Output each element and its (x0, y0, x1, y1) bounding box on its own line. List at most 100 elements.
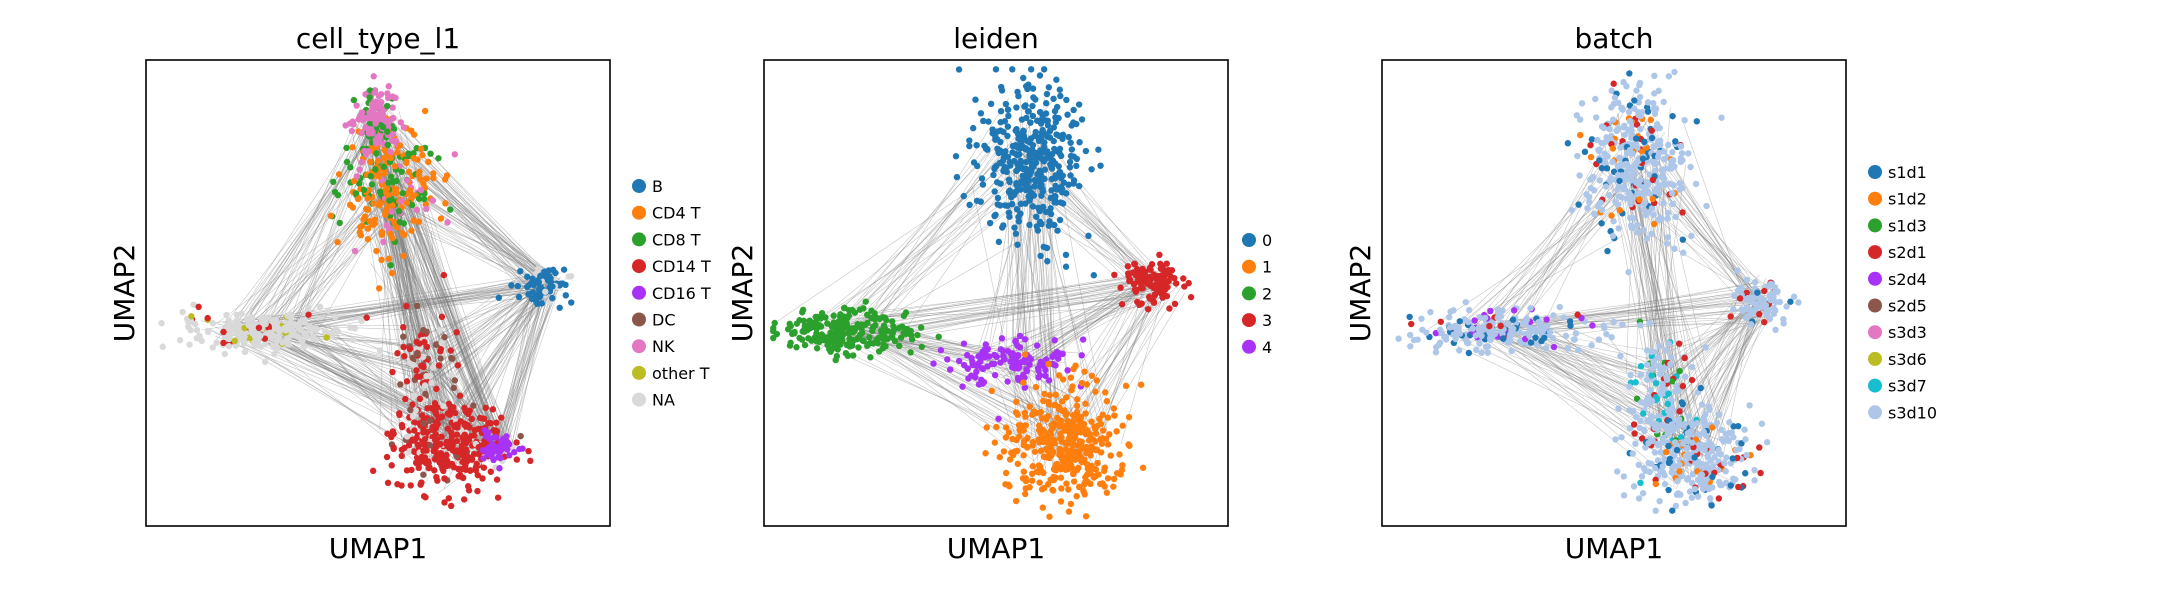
scatter-point (1527, 339, 1535, 346)
graph-edge (497, 289, 556, 451)
scatter-point (1032, 149, 1039, 157)
scatter-point (1025, 193, 1032, 200)
scatter-point (1627, 200, 1634, 208)
scatter-point (1059, 172, 1066, 179)
scatter-point (358, 129, 365, 137)
graph-edge (383, 215, 453, 434)
graph-edge (866, 289, 1160, 330)
scatter-point (1002, 434, 1010, 441)
graph-edge (375, 214, 445, 334)
scatter-point (246, 322, 253, 330)
scatter-point (801, 328, 808, 335)
scatter-point (1661, 481, 1669, 488)
scatter-point (270, 332, 277, 339)
scatter-point (275, 333, 283, 341)
graph-edge (837, 134, 996, 330)
scatter-point (1052, 474, 1059, 481)
graph-edge (410, 187, 555, 286)
scatter-point (1686, 488, 1694, 495)
legend-item: s2d4 (1868, 270, 1927, 289)
scatter-point (307, 326, 315, 333)
scatter-point (1408, 320, 1415, 328)
scatter-point (1418, 315, 1425, 322)
scatter-point (295, 325, 303, 332)
scatter-point (1056, 216, 1064, 224)
scatter-point (413, 454, 421, 461)
scatter-point (1669, 149, 1676, 156)
scatter-point (517, 432, 524, 440)
graph-edge (862, 151, 991, 343)
scatter-point (1704, 451, 1712, 459)
graph-edge (903, 173, 1013, 333)
scatter-point (878, 328, 885, 335)
scatter-point (187, 326, 194, 334)
scatter-point (1653, 160, 1660, 167)
graph-edge (298, 187, 398, 333)
graph-edge (392, 206, 424, 353)
scatter-point (1063, 96, 1070, 104)
scatter-point (1687, 428, 1694, 435)
scatter-point (1659, 463, 1666, 470)
graph-edge (201, 277, 549, 331)
scatter-point (493, 476, 501, 483)
scatter-point (1041, 175, 1048, 183)
scatter-point (390, 430, 397, 437)
scatter-point (1125, 270, 1132, 277)
scatter-point (1004, 106, 1012, 113)
graph-edge (424, 276, 520, 348)
scatter-point (1640, 410, 1647, 417)
graph-edge (985, 139, 1021, 372)
scatter-point (468, 415, 475, 423)
scatter-point (1588, 136, 1596, 143)
scatter-point (231, 337, 238, 345)
graph-edge (406, 187, 557, 287)
scatter-point (394, 350, 401, 357)
scatter-point (367, 173, 374, 180)
scatter-point (1636, 81, 1643, 89)
scatter-point (387, 230, 394, 238)
legend-item: 0 (1242, 231, 1272, 250)
graph-edge (1025, 189, 1157, 299)
graph-edge (415, 178, 538, 279)
scatter-point (401, 231, 408, 239)
scatter-point (1143, 280, 1151, 287)
scatter-point (1626, 117, 1634, 125)
scatter-point (1668, 396, 1675, 404)
scatter-point (400, 220, 408, 227)
scatter-point (1054, 227, 1061, 234)
scatter-point (429, 197, 437, 204)
legend-label: CD16 T (652, 284, 711, 303)
scatter-point (403, 199, 411, 206)
scatter-point (372, 166, 379, 173)
scatter-point (1099, 411, 1107, 418)
scatter-point (1486, 322, 1493, 330)
graph-edge (499, 275, 541, 443)
scatter-point (1146, 264, 1154, 272)
legend-item: CD14 T (632, 257, 711, 276)
scatter-point (484, 431, 491, 438)
graph-edge (1001, 355, 1043, 450)
scatter-point (1713, 419, 1721, 427)
scatter-point (363, 314, 370, 321)
scatter-point (832, 338, 839, 345)
scatter-point (987, 100, 995, 108)
scatter-point (444, 219, 451, 226)
scatter-point (1650, 211, 1657, 218)
scatter-point (261, 358, 269, 366)
scatter-point (1698, 441, 1706, 449)
scatter-point (360, 215, 367, 223)
scatter-point (532, 297, 540, 305)
scatter-point (1664, 234, 1672, 241)
scatter-point (420, 471, 427, 478)
scatter-point (1587, 141, 1594, 149)
graph-edge (242, 219, 357, 327)
scatter-point (271, 350, 278, 358)
graph-edge (385, 129, 416, 379)
scatter-point (418, 145, 425, 153)
scatter-point (1671, 245, 1678, 252)
scatter-point (1096, 480, 1104, 488)
scatter-point (1010, 157, 1018, 165)
graph-edge (856, 336, 1086, 442)
scatter-point (1637, 417, 1644, 425)
scatter-point (1606, 177, 1614, 185)
